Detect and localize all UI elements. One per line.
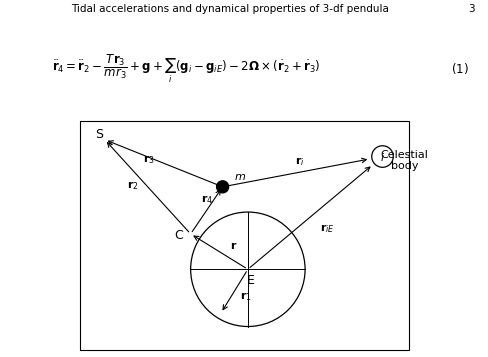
Text: $i$: $i$	[379, 151, 384, 162]
Text: $\mathbf{r}_i$: $\mathbf{r}_i$	[294, 156, 304, 169]
Text: Tidal accelerations and dynamical properties of 3-df pendula: Tidal accelerations and dynamical proper…	[71, 4, 388, 14]
Text: $\mathbf{r}_{iE}$: $\mathbf{r}_{iE}$	[319, 222, 334, 235]
Circle shape	[216, 181, 228, 193]
Circle shape	[190, 212, 305, 327]
Circle shape	[371, 146, 392, 167]
Text: $\mathbf{r}_2$: $\mathbf{r}_2$	[126, 179, 138, 191]
Text: $\mathbf{r}_4$: $\mathbf{r}_4$	[200, 193, 212, 206]
Text: S: S	[95, 128, 102, 141]
Text: E: E	[246, 273, 254, 287]
Text: C: C	[174, 229, 183, 242]
Text: $\mathbf{r}$: $\mathbf{r}$	[229, 240, 237, 251]
Text: $\mathbf{r}_1$: $\mathbf{r}_1$	[240, 290, 252, 303]
Text: 3: 3	[467, 4, 473, 14]
Text: Celestial
body: Celestial body	[380, 150, 427, 171]
Text: $\ddot{\mathbf{r}}_4 = \ddot{\mathbf{r}}_2 - \dfrac{T\mathbf{r}_3}{mr_3} + \math: $\ddot{\mathbf{r}}_4 = \ddot{\mathbf{r}}…	[52, 52, 319, 85]
Text: $(1)$: $(1)$	[450, 61, 468, 76]
Text: $\mathbf{r}_3$: $\mathbf{r}_3$	[142, 154, 154, 166]
Text: $m$: $m$	[234, 172, 246, 182]
